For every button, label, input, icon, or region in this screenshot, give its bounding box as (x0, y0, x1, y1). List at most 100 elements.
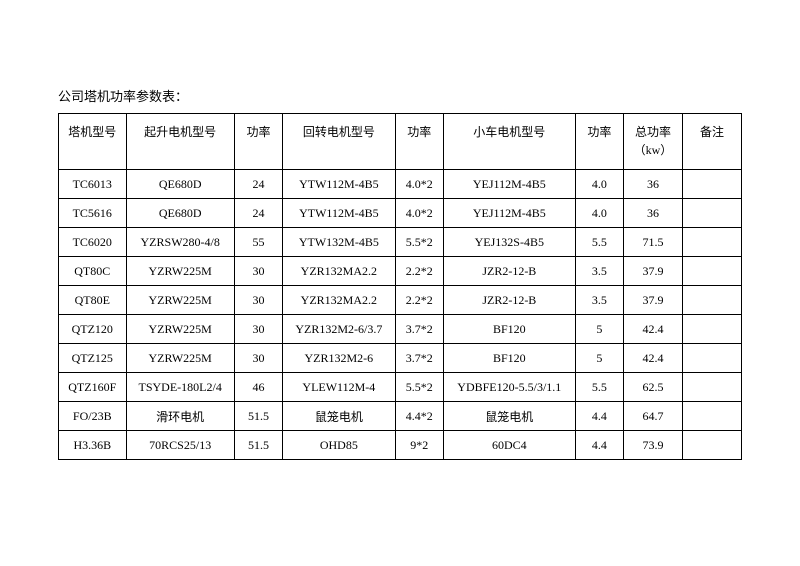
table-cell: TC5616 (59, 199, 127, 228)
power-parameter-table: 塔机型号 起升电机型号 功率 回转电机型号 功率 小车电机型号 功率 总功率（k… (58, 113, 742, 460)
table-cell (682, 344, 741, 373)
table-cell: 37.9 (623, 257, 682, 286)
table-cell: 70RCS25/13 (126, 431, 234, 460)
table-cell: 73.9 (623, 431, 682, 460)
table-cell: YZRW225M (126, 344, 234, 373)
table-cell: 30 (234, 344, 282, 373)
table-cell: 51.5 (234, 402, 282, 431)
table-cell: QTZ125 (59, 344, 127, 373)
table-cell: 滑环电机 (126, 402, 234, 431)
table-cell: YZR132M2-6/3.7 (283, 315, 396, 344)
table-cell: YTW132M-4B5 (283, 228, 396, 257)
table-cell: JZR2-12-B (443, 286, 575, 315)
table-cell: YTW112M-4B5 (283, 199, 396, 228)
table-cell: FO/23B (59, 402, 127, 431)
table-cell: H3.36B (59, 431, 127, 460)
table-cell: TC6020 (59, 228, 127, 257)
table-cell (682, 228, 741, 257)
table-cell (682, 170, 741, 199)
table-cell: 2.2*2 (395, 286, 443, 315)
table-cell: 鼠笼电机 (443, 402, 575, 431)
table-cell: 24 (234, 170, 282, 199)
table-cell: 30 (234, 315, 282, 344)
table-cell: 4.4*2 (395, 402, 443, 431)
table-cell: 5.5 (575, 228, 623, 257)
table-cell: 37.9 (623, 286, 682, 315)
table-cell: TSYDE-180L2/4 (126, 373, 234, 402)
table-cell (682, 257, 741, 286)
table-cell: YLEW112M-4 (283, 373, 396, 402)
table-cell: 9*2 (395, 431, 443, 460)
table-cell: 36 (623, 199, 682, 228)
table-cell: BF120 (443, 315, 575, 344)
table-cell: 3.7*2 (395, 315, 443, 344)
table-cell: 42.4 (623, 344, 682, 373)
table-cell: 51.5 (234, 431, 282, 460)
table-cell: 64.7 (623, 402, 682, 431)
table-cell: 60DC4 (443, 431, 575, 460)
table-cell: YZR132M2-6 (283, 344, 396, 373)
table-cell: QT80C (59, 257, 127, 286)
table-cell: 30 (234, 286, 282, 315)
table-cell: 24 (234, 199, 282, 228)
table-cell: 5.5*2 (395, 228, 443, 257)
table-cell: 3.5 (575, 257, 623, 286)
table-cell: YZR132MA2.2 (283, 286, 396, 315)
table-cell: YZRW225M (126, 315, 234, 344)
table-cell: 4.4 (575, 402, 623, 431)
table-header: 塔机型号 起升电机型号 功率 回转电机型号 功率 小车电机型号 功率 总功率（k… (59, 114, 742, 170)
header-power2: 功率 (395, 114, 443, 170)
table-cell: QE680D (126, 170, 234, 199)
table-cell: 5 (575, 315, 623, 344)
table-row: TC6013QE680D24YTW112M-4B54.0*2YEJ112M-4B… (59, 170, 742, 199)
table-cell: 30 (234, 257, 282, 286)
table-row: TC6020YZRSW280-4/855YTW132M-4B55.5*2YEJ1… (59, 228, 742, 257)
table-cell (682, 373, 741, 402)
table-cell: 55 (234, 228, 282, 257)
table-cell (682, 315, 741, 344)
table-cell (682, 431, 741, 460)
table-row: QTZ160FTSYDE-180L2/446YLEW112M-45.5*2YDB… (59, 373, 742, 402)
table-cell: YZRW225M (126, 257, 234, 286)
table-cell: 46 (234, 373, 282, 402)
table-cell: YZRW225M (126, 286, 234, 315)
table-cell: YEJ132S-4B5 (443, 228, 575, 257)
table-cell: TC6013 (59, 170, 127, 199)
table-cell (682, 199, 741, 228)
table-cell: BF120 (443, 344, 575, 373)
table-cell: QE680D (126, 199, 234, 228)
header-lift-motor: 起升电机型号 (126, 114, 234, 170)
table-cell: YZRSW280-4/8 (126, 228, 234, 257)
table-cell: 62.5 (623, 373, 682, 402)
table-cell: 4.0 (575, 170, 623, 199)
table-cell: QT80E (59, 286, 127, 315)
table-cell: 42.4 (623, 315, 682, 344)
table-cell: 71.5 (623, 228, 682, 257)
table-cell: YDBFE120-5.5/3/1.1 (443, 373, 575, 402)
table-row: TC5616QE680D24YTW112M-4B54.0*2YEJ112M-4B… (59, 199, 742, 228)
table-cell: YEJ112M-4B5 (443, 170, 575, 199)
table-cell: 3.5 (575, 286, 623, 315)
table-title: 公司塔机功率参数表： (58, 86, 742, 105)
table-cell: JZR2-12-B (443, 257, 575, 286)
table-cell: 4.0*2 (395, 199, 443, 228)
table-cell: 3.7*2 (395, 344, 443, 373)
table-row: FO/23B滑环电机51.5鼠笼电机4.4*2鼠笼电机4.464.7 (59, 402, 742, 431)
table-cell: 5.5 (575, 373, 623, 402)
table-cell: 5.5*2 (395, 373, 443, 402)
table-row: H3.36B70RCS25/1351.5OHD859*260DC44.473.9 (59, 431, 742, 460)
table-cell: QTZ160F (59, 373, 127, 402)
header-trolley-motor: 小车电机型号 (443, 114, 575, 170)
table-row: QT80EYZRW225M30YZR132MA2.22.2*2JZR2-12-B… (59, 286, 742, 315)
table-cell: 4.4 (575, 431, 623, 460)
header-tower-model: 塔机型号 (59, 114, 127, 170)
table-cell (682, 402, 741, 431)
header-total-power: 总功率（kw） (623, 114, 682, 170)
table-cell: YEJ112M-4B5 (443, 199, 575, 228)
header-power1: 功率 (234, 114, 282, 170)
table-cell: YZR132MA2.2 (283, 257, 396, 286)
table-cell: 2.2*2 (395, 257, 443, 286)
table-cell: 36 (623, 170, 682, 199)
table-body: TC6013QE680D24YTW112M-4B54.0*2YEJ112M-4B… (59, 170, 742, 460)
table-row: QTZ125YZRW225M30YZR132M2-63.7*2BF120542.… (59, 344, 742, 373)
